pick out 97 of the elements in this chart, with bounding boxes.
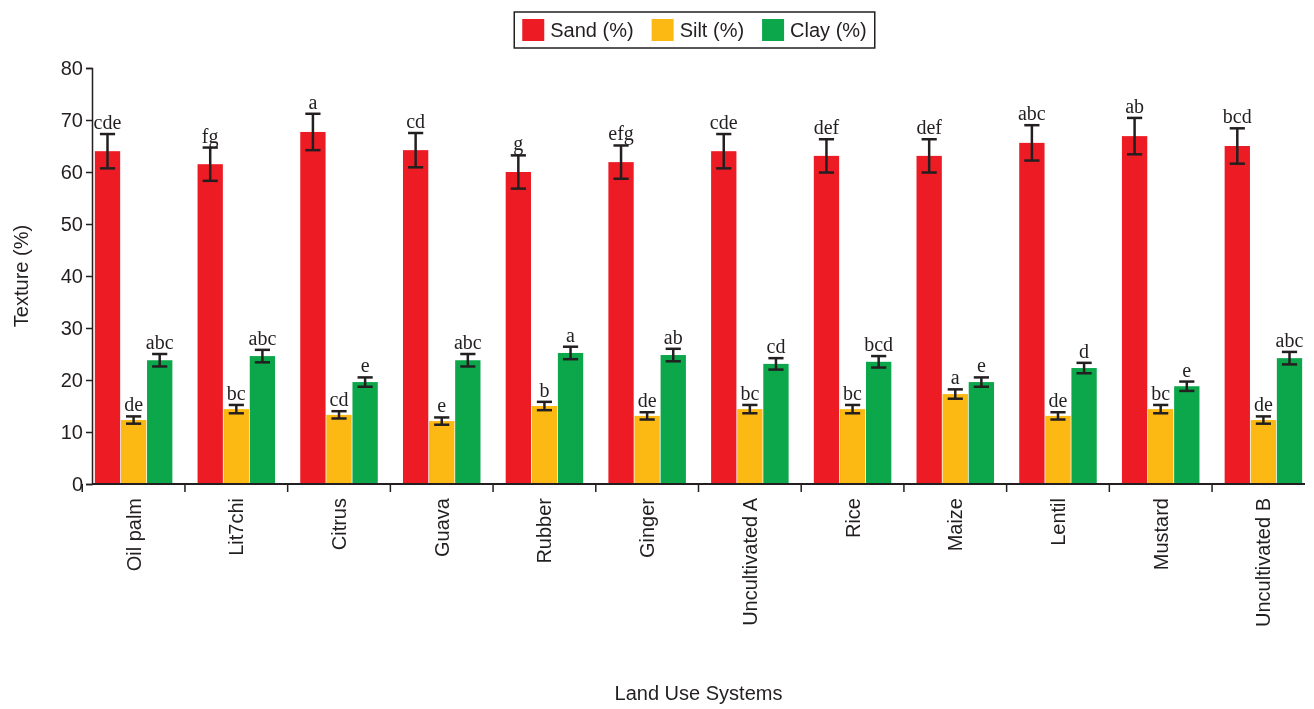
y-tick-label: 40 xyxy=(60,264,83,287)
bar xyxy=(94,151,121,484)
bar xyxy=(1250,420,1277,484)
bar xyxy=(1148,409,1174,484)
bar xyxy=(813,155,840,484)
data-label: de xyxy=(1048,389,1068,412)
y-tick-label: 30 xyxy=(60,316,83,339)
bar xyxy=(763,363,789,484)
bar xyxy=(352,382,378,484)
legend-label: Clay (%) xyxy=(790,19,867,41)
bar xyxy=(326,414,352,484)
bar xyxy=(1071,368,1097,484)
y-tick-label: 20 xyxy=(60,368,83,391)
bar xyxy=(531,406,558,484)
bar xyxy=(505,172,531,484)
bar xyxy=(711,151,737,484)
bar xyxy=(223,409,249,484)
data-label: cd xyxy=(406,110,426,132)
data-label: efg xyxy=(608,122,634,146)
bar xyxy=(1224,146,1250,484)
bar xyxy=(839,409,866,484)
bar xyxy=(429,421,455,484)
data-label: ab xyxy=(663,325,683,348)
y-tick-label: 60 xyxy=(60,160,83,183)
y-tick-label: 0 xyxy=(71,472,83,495)
data-label: e xyxy=(1182,358,1192,381)
bar xyxy=(1019,142,1045,484)
bar xyxy=(942,394,968,484)
bar xyxy=(557,352,584,484)
data-label: bc xyxy=(740,381,760,404)
data-label: bc xyxy=(1151,381,1171,404)
x-tick-label: Lentil xyxy=(1046,498,1069,546)
data-label: cd xyxy=(329,388,349,411)
bar xyxy=(1045,415,1071,484)
bar xyxy=(402,150,429,484)
bar xyxy=(916,155,942,484)
data-label: cde xyxy=(93,111,122,134)
data-label: a xyxy=(950,366,960,389)
y-tick-label: 80 xyxy=(60,56,83,79)
data-label: d xyxy=(1079,339,1090,362)
legend-label: Silt (%) xyxy=(679,19,745,41)
bar xyxy=(634,415,660,484)
data-label: bc xyxy=(226,381,246,404)
data-label: de xyxy=(1253,393,1273,416)
data-label: b xyxy=(539,378,550,401)
x-tick-label: Mustard xyxy=(1149,498,1172,571)
y-tick-label: 50 xyxy=(60,212,83,235)
bar xyxy=(660,355,686,484)
y-tick-label: 10 xyxy=(60,420,83,443)
x-tick-label: Lit7chi xyxy=(225,498,248,556)
x-tick-label: Rubber xyxy=(533,497,556,564)
data-label: ab xyxy=(1125,94,1145,117)
data-label: de xyxy=(637,389,657,412)
data-label: def xyxy=(916,116,943,139)
y-axis-title: Texture (%) xyxy=(10,224,32,328)
x-tick-label: Ginger xyxy=(636,497,659,559)
bar xyxy=(300,131,326,484)
x-tick-label: Rice xyxy=(841,498,864,539)
data-label: cde xyxy=(709,111,738,134)
data-label: e xyxy=(360,354,370,377)
bar xyxy=(1276,358,1303,484)
bar xyxy=(737,409,763,484)
x-tick-label: Guava xyxy=(430,497,453,557)
data-label: a xyxy=(308,90,318,113)
bar xyxy=(968,382,995,484)
x-tick-label: Oil palm xyxy=(122,498,145,572)
data-label: a xyxy=(566,323,576,346)
data-label: cd xyxy=(766,335,786,358)
data-label: e xyxy=(976,354,986,377)
x-axis-title: Land Use Systems xyxy=(614,682,783,704)
bar xyxy=(1174,386,1200,484)
data-label: e xyxy=(437,394,447,417)
legend-label: Sand (%) xyxy=(550,19,634,41)
x-tick-label: Uncultivated B xyxy=(1252,498,1275,627)
data-label: bc xyxy=(843,381,863,404)
x-tick-label: Maize xyxy=(944,498,967,552)
data-label: abc xyxy=(145,331,174,353)
data-label: g xyxy=(513,132,524,156)
data-label: de xyxy=(124,393,144,416)
bar xyxy=(608,162,634,484)
data-label: abc xyxy=(1018,102,1046,125)
x-tick-label: Citrus xyxy=(328,498,351,551)
bar xyxy=(1121,136,1148,484)
bar xyxy=(866,361,892,484)
data-label: bcd xyxy=(1222,105,1252,128)
data-label: bcd xyxy=(864,333,894,356)
bar xyxy=(147,360,173,484)
bar xyxy=(249,356,276,484)
data-label: def xyxy=(813,116,840,139)
data-label: abc xyxy=(1275,328,1304,351)
bar xyxy=(455,360,481,484)
bar xyxy=(120,420,147,484)
data-label: abc xyxy=(453,331,482,353)
x-tick-label: Uncultivated A xyxy=(738,497,761,626)
bar xyxy=(197,164,223,484)
y-tick-label: 70 xyxy=(60,108,83,131)
data-label: abc xyxy=(248,326,277,349)
